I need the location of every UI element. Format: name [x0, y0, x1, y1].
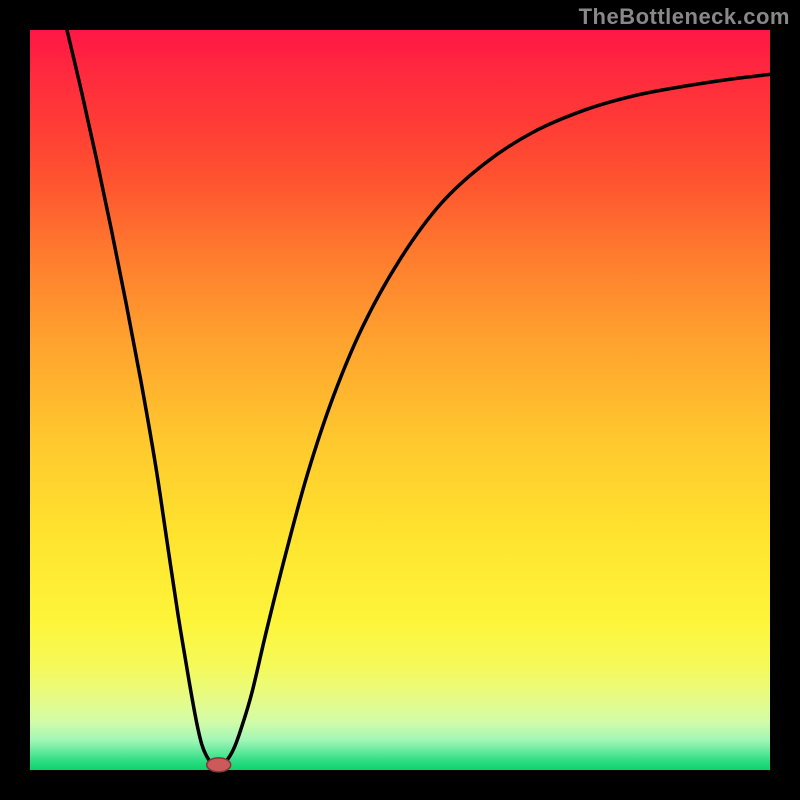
plot-background — [30, 30, 770, 770]
optimal-point-marker — [207, 758, 231, 772]
watermark-text: TheBottleneck.com — [579, 4, 790, 30]
chart-container: TheBottleneck.com — [0, 0, 800, 800]
bottleneck-chart — [0, 0, 800, 800]
